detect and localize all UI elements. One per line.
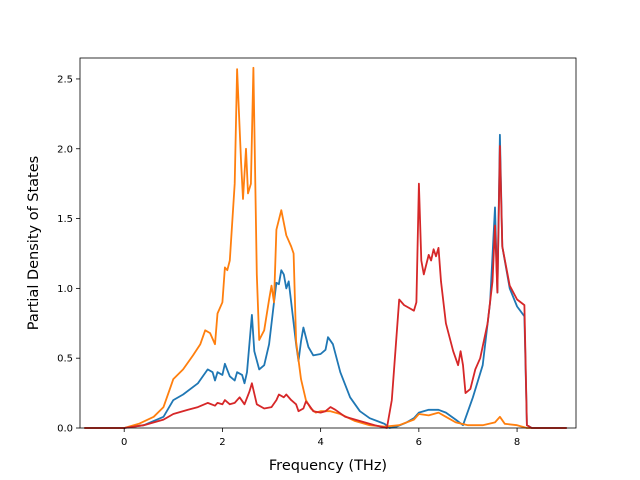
plot-frame bbox=[79, 57, 577, 429]
y-tick-label: 1.0 bbox=[57, 284, 73, 295]
y-axis-label: Partial Density of States bbox=[26, 156, 42, 330]
y-tick-label: 0.5 bbox=[57, 354, 73, 365]
series-line-3 bbox=[84, 145, 568, 429]
x-axis-label: Frequency (THz) bbox=[269, 458, 387, 474]
x-tick-label: 6 bbox=[416, 437, 422, 448]
y-tick-label: 2.5 bbox=[57, 74, 73, 85]
x-axis-ticks: 0 2 4 6 8 bbox=[121, 428, 520, 448]
series-line-2 bbox=[84, 66, 568, 429]
x-tick-label: 2 bbox=[219, 437, 225, 448]
y-tick-label: 2.0 bbox=[57, 144, 73, 155]
x-tick-label: 8 bbox=[514, 437, 520, 448]
x-tick-label: 0 bbox=[121, 437, 127, 448]
x-tick-label: 4 bbox=[317, 437, 323, 448]
y-tick-label: 0.0 bbox=[57, 424, 73, 435]
y-axis-ticks: 0.0 0.5 1.0 1.5 2.0 2.5 bbox=[57, 74, 80, 435]
y-tick-label: 1.5 bbox=[57, 214, 73, 225]
series-line-1 bbox=[84, 133, 568, 429]
series-layer bbox=[84, 66, 568, 429]
